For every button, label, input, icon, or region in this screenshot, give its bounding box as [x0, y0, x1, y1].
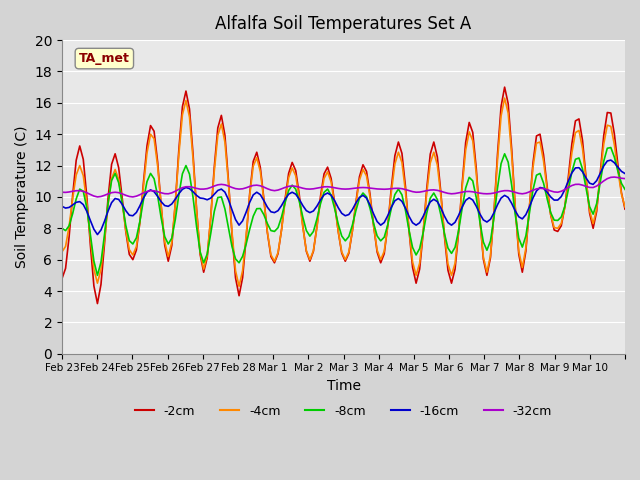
- -16cm: [175, 191, 182, 196]
- -16cm: [607, 157, 614, 163]
- -8cm: [607, 144, 614, 150]
- -4cm: [373, 247, 381, 253]
- -4cm: [236, 283, 243, 289]
- Line: -16cm: -16cm: [62, 160, 625, 235]
- -8cm: [522, 233, 530, 239]
- -16cm: [221, 189, 228, 195]
- -32cm: [611, 174, 618, 180]
- -2cm: [525, 205, 533, 211]
- -32cm: [58, 189, 66, 195]
- -4cm: [58, 249, 66, 255]
- -32cm: [426, 187, 434, 193]
- Line: -32cm: -32cm: [62, 177, 625, 197]
- -16cm: [426, 199, 434, 205]
- -16cm: [58, 204, 66, 209]
- -16cm: [373, 219, 381, 225]
- X-axis label: Time: Time: [326, 379, 360, 393]
- -2cm: [175, 147, 182, 153]
- -8cm: [373, 233, 381, 239]
- -4cm: [426, 160, 434, 166]
- -4cm: [218, 121, 225, 127]
- -4cm: [600, 141, 607, 147]
- -8cm: [93, 273, 101, 278]
- -2cm: [373, 249, 381, 255]
- -8cm: [58, 226, 66, 231]
- -16cm: [93, 232, 101, 238]
- -16cm: [621, 171, 629, 177]
- -32cm: [93, 194, 101, 200]
- -8cm: [596, 180, 604, 185]
- -32cm: [621, 176, 629, 181]
- -8cm: [621, 187, 629, 192]
- -4cm: [500, 95, 508, 101]
- Legend: -2cm, -4cm, -8cm, -16cm, -32cm: -2cm, -4cm, -8cm, -16cm, -32cm: [130, 400, 557, 423]
- -2cm: [221, 132, 228, 138]
- -2cm: [600, 132, 607, 138]
- -2cm: [500, 84, 508, 90]
- -32cm: [373, 186, 381, 192]
- -16cm: [522, 212, 530, 217]
- -32cm: [522, 190, 530, 196]
- -8cm: [426, 195, 434, 201]
- Text: TA_met: TA_met: [79, 52, 130, 65]
- -8cm: [221, 206, 228, 212]
- -32cm: [596, 180, 604, 186]
- -2cm: [58, 276, 66, 281]
- Line: -4cm: -4cm: [62, 98, 625, 286]
- -16cm: [596, 170, 604, 176]
- Title: Alfalfa Soil Temperatures Set A: Alfalfa Soil Temperatures Set A: [216, 15, 472, 33]
- -32cm: [221, 182, 228, 188]
- -4cm: [525, 205, 533, 211]
- -2cm: [93, 300, 101, 306]
- Line: -8cm: -8cm: [62, 147, 625, 276]
- -2cm: [621, 206, 629, 212]
- -4cm: [172, 200, 179, 206]
- Y-axis label: Soil Temperature (C): Soil Temperature (C): [15, 126, 29, 268]
- -2cm: [426, 151, 434, 157]
- -4cm: [621, 204, 629, 210]
- Line: -2cm: -2cm: [62, 87, 625, 303]
- -32cm: [175, 186, 182, 192]
- -8cm: [175, 192, 182, 197]
